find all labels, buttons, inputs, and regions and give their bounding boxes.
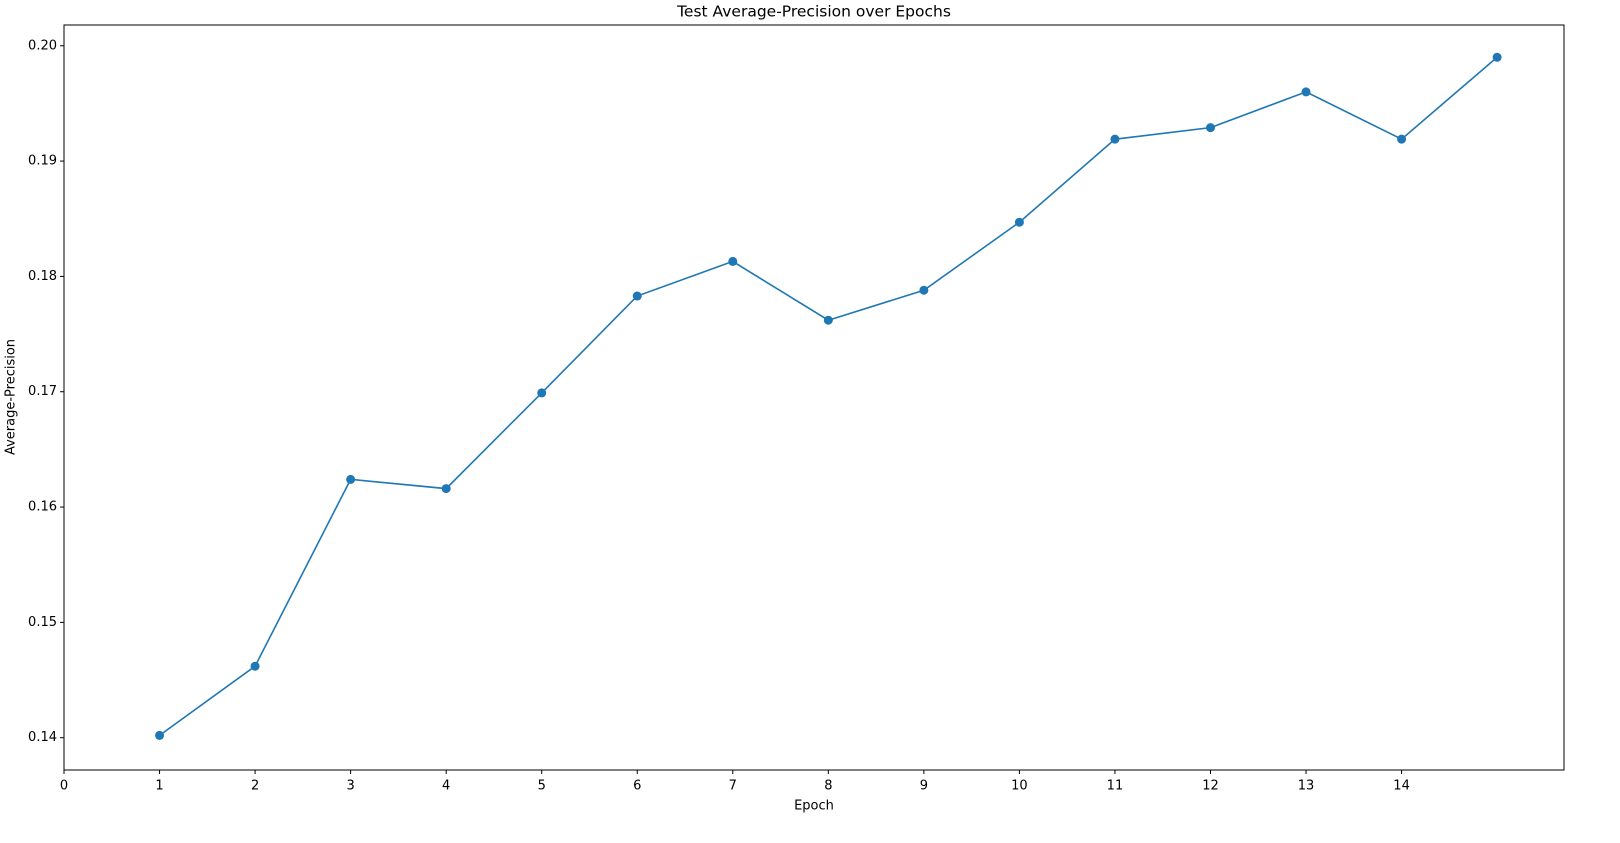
x-tick-label: 13 xyxy=(1298,779,1315,794)
point xyxy=(1205,123,1215,133)
point xyxy=(1301,87,1311,97)
x-tick-label: 5 xyxy=(538,779,546,794)
y-tick-label: 0.19 xyxy=(28,154,57,169)
y-tick-label: 0.18 xyxy=(28,269,57,284)
y-axis-label: Average-Precision xyxy=(4,339,19,455)
x-tick-label: 8 xyxy=(824,779,832,794)
point xyxy=(728,256,738,266)
x-tick-label: 4 xyxy=(442,779,450,794)
point xyxy=(919,285,929,295)
x-tick-label: 3 xyxy=(346,779,354,794)
y-tick-label: 0.20 xyxy=(28,38,57,53)
x-tick-label: 0 xyxy=(60,779,68,794)
x-tick-label: 10 xyxy=(1011,779,1028,794)
x-axis-label: Epoch xyxy=(794,799,834,814)
point xyxy=(1492,52,1502,62)
point xyxy=(1014,217,1024,227)
point xyxy=(1110,134,1120,144)
point xyxy=(250,661,260,671)
point xyxy=(632,291,642,301)
x-tick-label: 14 xyxy=(1393,779,1410,794)
x-tick-label: 6 xyxy=(633,779,641,794)
chart-title: Test Average-Precision over Epochs xyxy=(676,3,951,21)
y-tick-label: 0.16 xyxy=(28,500,57,515)
y-tick-label: 0.14 xyxy=(28,730,57,745)
point xyxy=(823,315,833,325)
x-tick-label: 12 xyxy=(1202,779,1219,794)
series-line xyxy=(159,56,1498,737)
point xyxy=(346,474,356,484)
y-tick-label: 0.15 xyxy=(28,615,57,630)
point xyxy=(441,484,451,494)
point xyxy=(537,388,547,398)
x-tick-label: 1 xyxy=(155,779,163,794)
plot-frame xyxy=(63,24,1565,771)
point xyxy=(155,730,165,740)
x-tick-label: 2 xyxy=(251,779,259,794)
x-tick-label: 9 xyxy=(920,779,928,794)
x-tick-label: 11 xyxy=(1107,779,1124,794)
x-tick-label: 7 xyxy=(729,779,737,794)
point xyxy=(1397,134,1407,144)
y-tick-label: 0.17 xyxy=(28,384,57,399)
